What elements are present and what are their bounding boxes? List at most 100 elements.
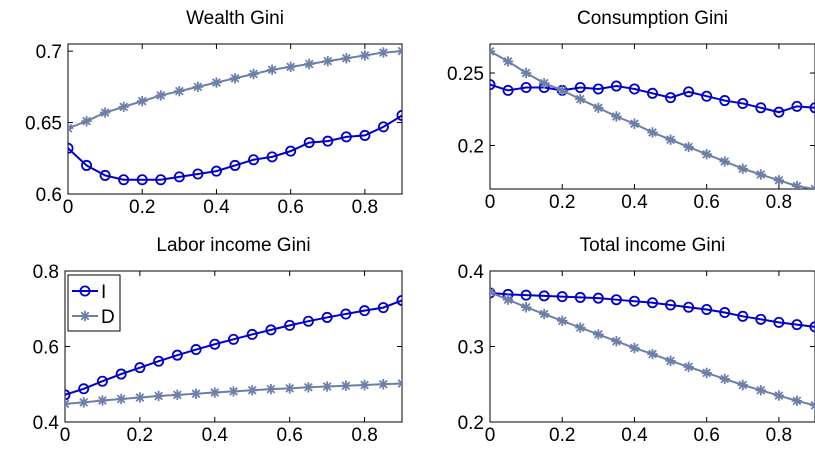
- data-point-D: [359, 379, 370, 391]
- data-point-I: [520, 289, 532, 301]
- panel-title: Consumption Gini: [577, 8, 728, 29]
- data-point-I: [359, 129, 371, 141]
- data-point-D: [538, 308, 550, 320]
- data-point-D: [209, 387, 220, 398]
- data-point-I: [210, 165, 222, 177]
- legend-box: [67, 274, 121, 332]
- y-tick-label: 0.6: [36, 185, 62, 206]
- data-point-D: [755, 385, 767, 396]
- axes-box: [67, 43, 403, 195]
- data-point-D: [248, 68, 259, 80]
- y-tick-label: 0.25: [447, 64, 484, 85]
- y-tick-label: 0.2: [458, 413, 484, 434]
- data-point-D: [791, 180, 803, 189]
- x-tick-label: 0.2: [549, 192, 575, 213]
- data-point-I: [719, 307, 731, 319]
- data-point-I: [737, 97, 749, 109]
- data-point-I: [134, 362, 146, 374]
- data-point-D: [737, 379, 748, 391]
- data-point-I: [665, 92, 677, 104]
- data-point-I: [173, 171, 185, 183]
- data-point-D: [340, 380, 352, 391]
- data-point-D: [520, 302, 532, 313]
- data-point-I: [755, 102, 767, 114]
- data-point-I: [719, 95, 731, 107]
- x-tick-label: 0: [60, 425, 71, 446]
- panel-wealth-gini: Wealth Gini 0 0.2 0.4 0.6 0.8 0.6 0.65 0.7: [25, 8, 403, 218]
- data-point-D: [229, 73, 241, 84]
- data-point-D: [359, 50, 371, 61]
- data-point-I: [190, 344, 202, 356]
- data-point-D: [755, 169, 767, 180]
- x-tick-label: 0.2: [549, 425, 575, 446]
- data-point-D: [773, 390, 785, 401]
- data-point-D: [155, 90, 166, 101]
- panel-title: Wealth Gini: [186, 8, 284, 29]
- panel-consumption-gini: Consumption Gini 0 0.2 0.4 0.6 0.8 0.2 0.25: [447, 8, 815, 213]
- x-tick-label: 0.8: [766, 192, 792, 213]
- data-point-I: [396, 109, 402, 121]
- data-point-D: [611, 111, 622, 122]
- x-tick-label: 0.8: [766, 425, 792, 446]
- data-point-D: [719, 156, 730, 167]
- data-point-D: [137, 95, 148, 107]
- data-point-I: [773, 106, 785, 118]
- y-tick-label: 0.2: [458, 137, 484, 158]
- plot-area: [65, 294, 402, 410]
- x-tick-label: 0.4: [202, 425, 229, 446]
- data-point-D: [322, 55, 333, 67]
- data-point-D: [502, 294, 514, 305]
- data-point-I: [229, 159, 241, 171]
- data-point-D: [665, 134, 676, 145]
- data-point-I: [791, 319, 803, 331]
- data-point-D: [378, 47, 389, 58]
- data-point-D: [378, 379, 389, 390]
- x-tick-label: 0: [485, 192, 496, 213]
- legend-label-I: I: [101, 282, 106, 303]
- data-point-D: [304, 58, 315, 70]
- legend-marker-I: [79, 285, 91, 297]
- plot-area: [68, 45, 402, 186]
- data-point-I: [701, 90, 713, 102]
- data-point-I: [284, 319, 296, 331]
- data-point-D: [611, 336, 622, 347]
- data-point-I: [610, 294, 622, 306]
- x-tick-label: 0.6: [276, 425, 302, 446]
- data-point-I: [592, 292, 604, 304]
- data-point-I: [683, 301, 695, 313]
- x-tick-label: 0.6: [277, 197, 303, 218]
- data-point-I: [809, 321, 815, 333]
- data-point-D: [593, 102, 604, 113]
- data-point-I: [248, 154, 260, 166]
- panel-title: Labor income Gini: [156, 235, 310, 256]
- data-point-D: [190, 388, 202, 399]
- x-tick-label: 0.2: [129, 197, 155, 218]
- data-point-I: [791, 100, 803, 112]
- data-point-D: [211, 77, 222, 88]
- data-point-I: [755, 313, 767, 325]
- data-point-I: [209, 338, 221, 350]
- series-line-I: [490, 291, 815, 328]
- data-point-I: [809, 102, 815, 114]
- data-point-D: [737, 163, 748, 174]
- data-point-I: [628, 83, 640, 95]
- data-point-I: [78, 383, 90, 395]
- data-point-D: [265, 383, 277, 395]
- data-point-I: [285, 145, 297, 157]
- data-point-I: [701, 304, 713, 316]
- y-tick-label: 0.8: [33, 262, 59, 283]
- legend-label-D: D: [101, 307, 115, 328]
- data-point-D: [520, 67, 532, 79]
- data-point-I: [502, 84, 514, 96]
- data-point-I: [520, 82, 532, 94]
- x-tick-label: 0.6: [693, 425, 719, 446]
- data-point-D: [99, 107, 111, 118]
- y-tick-label: 0.4: [458, 262, 485, 283]
- data-point-D: [228, 386, 239, 397]
- data-point-I: [68, 142, 74, 154]
- series-line-I: [68, 114, 402, 181]
- data-point-D: [303, 382, 314, 393]
- data-point-D: [284, 383, 295, 394]
- data-point-I: [773, 316, 785, 328]
- x-tick-label: 0.4: [203, 197, 230, 218]
